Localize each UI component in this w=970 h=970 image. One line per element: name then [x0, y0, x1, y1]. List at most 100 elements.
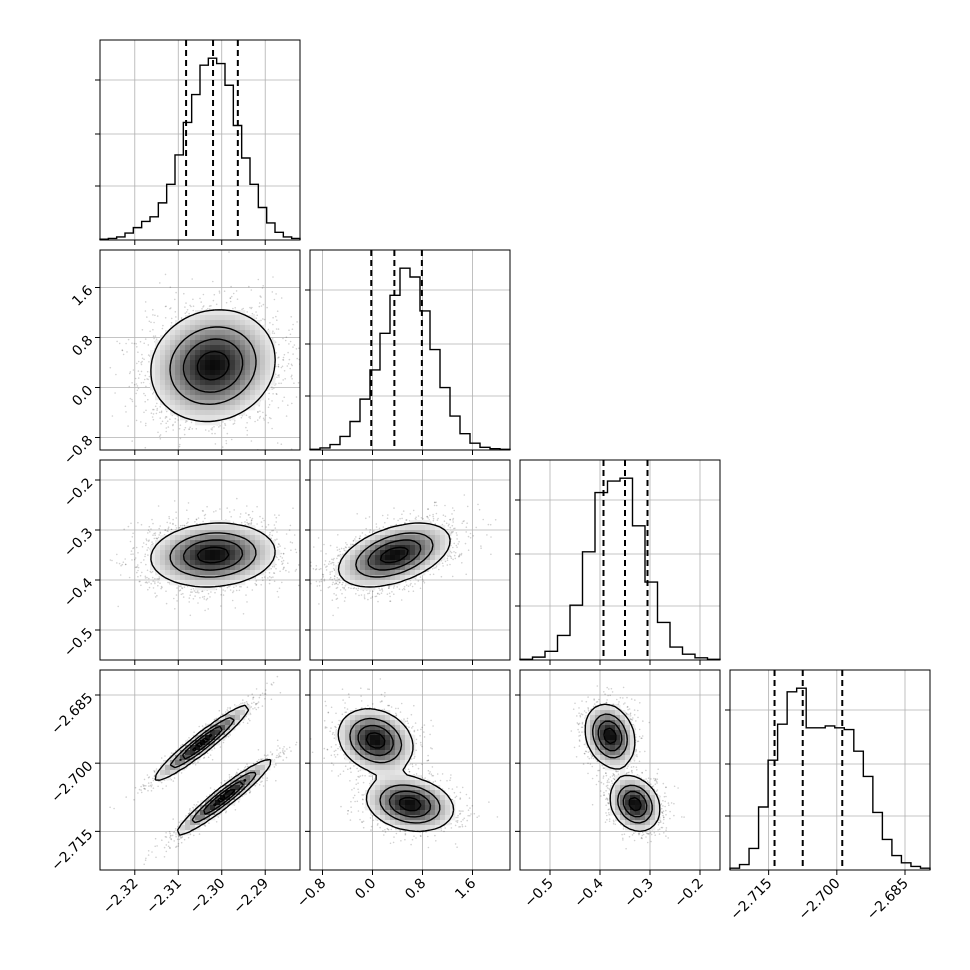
density-cell — [195, 335, 201, 341]
scatter-point — [145, 543, 148, 546]
scatter-point — [144, 400, 146, 403]
density-cell — [250, 350, 256, 356]
density-cell — [235, 405, 241, 411]
scatter-point — [144, 424, 147, 427]
density-cell — [225, 395, 231, 401]
scatter-point — [172, 424, 174, 427]
scatter-point — [124, 405, 127, 408]
scatter-point — [214, 432, 216, 435]
density-cell — [160, 390, 166, 396]
scatter-point — [281, 563, 283, 566]
density-cell — [215, 360, 221, 366]
scatter-point — [125, 563, 127, 566]
density-cell — [215, 410, 221, 416]
density-cell — [260, 360, 266, 366]
scatter-point — [137, 552, 139, 554]
scatter-point — [261, 287, 264, 289]
scatter-point — [268, 392, 270, 395]
scatter-point — [154, 577, 156, 580]
density-cell — [235, 315, 241, 321]
scatter-point — [280, 382, 283, 385]
density-cell — [250, 405, 256, 411]
scatter-point — [229, 297, 232, 299]
scatter-point — [307, 338, 309, 340]
density-cell — [265, 355, 271, 361]
scatter-point — [184, 306, 186, 308]
density-cell — [205, 405, 211, 411]
density-cell — [210, 340, 216, 346]
scatter-point — [164, 417, 167, 419]
density-cell — [200, 320, 206, 326]
scatter-point — [156, 315, 159, 317]
scatter-point — [220, 605, 222, 607]
density-cell — [180, 415, 186, 421]
density-cell — [200, 420, 206, 426]
scatter-point — [255, 317, 258, 320]
scatter-point — [261, 576, 264, 579]
scatter-point — [128, 385, 131, 388]
density-cell — [220, 415, 226, 421]
scatter-point — [127, 338, 130, 341]
scatter-point — [165, 415, 167, 418]
density-cell — [170, 405, 176, 411]
scatter-point — [148, 361, 150, 363]
density-cell — [160, 350, 166, 356]
scatter-point — [127, 425, 129, 427]
scatter-point — [282, 337, 284, 340]
scatter-point — [164, 273, 167, 276]
density-cell — [245, 365, 251, 371]
scatter-point — [285, 533, 288, 535]
scatter-point — [141, 353, 143, 356]
scatter-point — [148, 375, 151, 378]
density-cell — [220, 340, 226, 346]
density-cell — [190, 380, 196, 386]
density-cell — [160, 365, 166, 371]
density-cell — [270, 360, 276, 366]
scatter-point — [234, 420, 236, 422]
density-cell — [185, 360, 191, 366]
scatter-point — [259, 295, 262, 297]
scatter-point — [284, 547, 286, 550]
scatter-point — [282, 379, 285, 381]
scatter-point — [293, 344, 296, 346]
density-cell — [235, 350, 241, 356]
scatter-point — [136, 385, 139, 387]
scatter-point — [140, 362, 142, 364]
density-cell — [215, 375, 221, 381]
scatter-point — [144, 310, 147, 312]
density-cell — [155, 350, 161, 356]
density-cell — [180, 325, 186, 331]
density-cell — [230, 400, 236, 406]
scatter-point — [283, 353, 286, 356]
scatter-point — [187, 518, 190, 520]
density-cell — [255, 365, 261, 371]
density-cell — [215, 385, 221, 391]
density-cell — [245, 400, 251, 406]
density-cell — [220, 330, 226, 336]
scatter-point — [202, 520, 204, 523]
density-cell — [200, 365, 206, 371]
scatter-point — [188, 312, 190, 315]
scatter-point — [148, 525, 151, 528]
density-cell — [215, 415, 221, 421]
density-cell — [265, 380, 271, 386]
scatter-point — [208, 308, 211, 310]
x-tick-label: −2.700 — [796, 876, 844, 924]
scatter-point — [267, 328, 270, 331]
scatter-point — [183, 428, 186, 431]
scatter-point — [146, 316, 148, 318]
scatter-point — [135, 546, 138, 549]
scatter-point — [285, 336, 288, 339]
scatter-point — [192, 305, 195, 308]
density-cell — [250, 335, 256, 341]
scatter-point — [147, 378, 149, 381]
scatter-point — [214, 591, 216, 594]
scatter-point — [161, 420, 164, 423]
scatter-point — [200, 301, 202, 303]
scatter-point — [240, 586, 242, 588]
histogram-step-line — [729, 687, 931, 870]
scatter-point — [269, 533, 271, 536]
scatter-point — [231, 599, 234, 602]
density-cell — [185, 410, 191, 416]
scatter-point — [116, 340, 118, 343]
